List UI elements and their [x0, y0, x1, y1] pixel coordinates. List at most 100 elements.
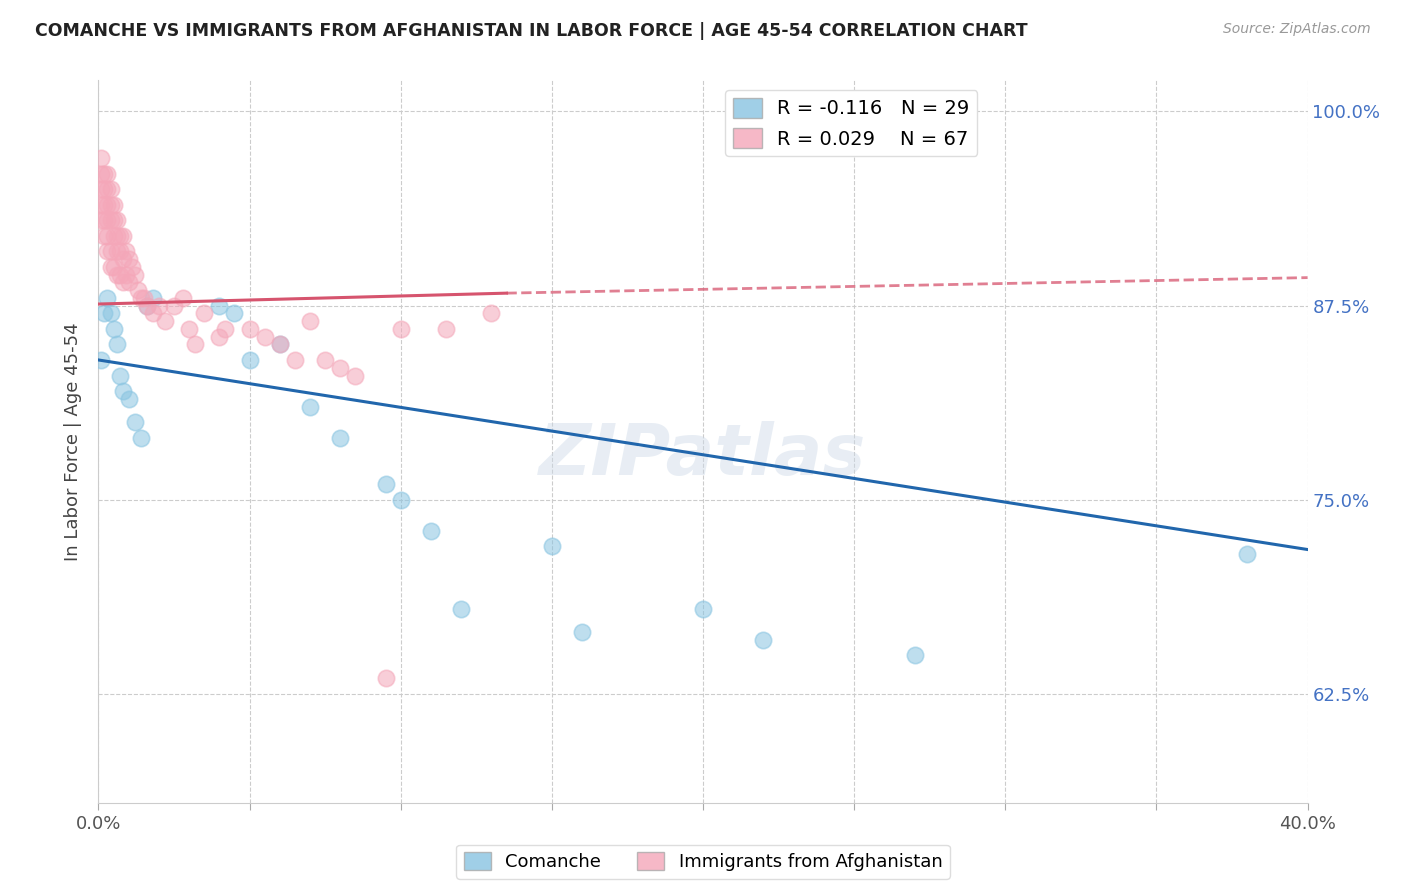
Point: [103, 322, 125, 336]
Text: Source: ZipAtlas.com: Source: ZipAtlas.com: [1223, 22, 1371, 37]
Point: [314, 353, 336, 368]
Point: [389, 492, 412, 507]
Text: COMANCHE VS IMMIGRANTS FROM AFGHANISTAN IN LABOR FORCE | AGE 45-54 CORRELATION C: COMANCHE VS IMMIGRANTS FROM AFGHANISTAN …: [35, 22, 1028, 40]
Point: [752, 632, 775, 647]
Point: [692, 601, 714, 615]
Point: [284, 353, 307, 368]
Point: [118, 252, 141, 266]
Point: [1236, 547, 1258, 561]
Point: [239, 353, 262, 368]
Point: [135, 299, 157, 313]
Point: [142, 306, 165, 320]
Point: [105, 268, 128, 282]
Point: [434, 322, 457, 336]
Point: [299, 400, 322, 414]
Point: [118, 275, 141, 289]
Point: [124, 268, 146, 282]
Point: [172, 291, 194, 305]
Point: [90, 197, 112, 211]
Point: [111, 384, 134, 398]
Point: [374, 477, 396, 491]
Point: [100, 213, 122, 227]
Legend: Comanche, Immigrants from Afghanistan: Comanche, Immigrants from Afghanistan: [457, 845, 949, 879]
Point: [163, 299, 186, 313]
Point: [100, 244, 122, 259]
Point: [96, 244, 118, 259]
Point: [208, 329, 231, 343]
Point: [121, 260, 143, 274]
Point: [118, 392, 141, 406]
Point: [103, 260, 125, 274]
Point: [96, 213, 118, 227]
Point: [142, 291, 165, 305]
Point: [224, 306, 246, 320]
Point: [239, 322, 262, 336]
Point: [90, 353, 112, 368]
Point: [90, 182, 112, 196]
Point: [420, 524, 443, 538]
Point: [269, 337, 291, 351]
Point: [179, 322, 201, 336]
Point: [389, 322, 412, 336]
Point: [96, 228, 118, 243]
Point: [148, 299, 170, 313]
Point: [105, 213, 128, 227]
Point: [100, 197, 122, 211]
Point: [540, 540, 562, 554]
Point: [214, 322, 236, 336]
Point: [208, 299, 231, 313]
Point: [904, 648, 927, 663]
Y-axis label: In Labor Force | Age 45-54: In Labor Force | Age 45-54: [63, 322, 82, 561]
Point: [193, 306, 215, 320]
Point: [153, 314, 176, 328]
Point: [111, 275, 134, 289]
Point: [450, 601, 472, 615]
Point: [253, 329, 276, 343]
Point: [108, 268, 131, 282]
Point: [129, 291, 152, 305]
Point: [129, 431, 152, 445]
Point: [93, 182, 115, 196]
Point: [329, 360, 352, 375]
Point: [103, 213, 125, 227]
Point: [571, 624, 593, 639]
Point: [103, 228, 125, 243]
Point: [96, 291, 118, 305]
Point: [269, 337, 291, 351]
Point: [127, 283, 149, 297]
Point: [108, 368, 131, 383]
Point: [96, 182, 118, 196]
Point: [100, 182, 122, 196]
Point: [329, 431, 352, 445]
Point: [299, 314, 322, 328]
Point: [135, 299, 157, 313]
Point: [93, 306, 115, 320]
Point: [108, 228, 131, 243]
Point: [114, 268, 136, 282]
Point: [90, 213, 112, 227]
Point: [111, 252, 134, 266]
Point: [481, 306, 503, 320]
Text: ZIPatlas: ZIPatlas: [540, 422, 866, 491]
Point: [105, 228, 128, 243]
Point: [108, 244, 131, 259]
Point: [93, 213, 115, 227]
Point: [90, 151, 112, 165]
Point: [132, 291, 155, 305]
Point: [105, 337, 128, 351]
Point: [105, 244, 128, 259]
Point: [100, 260, 122, 274]
Point: [93, 197, 115, 211]
Point: [184, 337, 207, 351]
Point: [124, 415, 146, 429]
Point: [93, 167, 115, 181]
Legend: R = -0.116   N = 29, R = 0.029    N = 67: R = -0.116 N = 29, R = 0.029 N = 67: [725, 90, 977, 156]
Point: [90, 167, 112, 181]
Point: [344, 368, 367, 383]
Point: [111, 228, 134, 243]
Point: [114, 244, 136, 259]
Point: [103, 197, 125, 211]
Point: [93, 228, 115, 243]
Point: [96, 167, 118, 181]
Point: [100, 306, 122, 320]
